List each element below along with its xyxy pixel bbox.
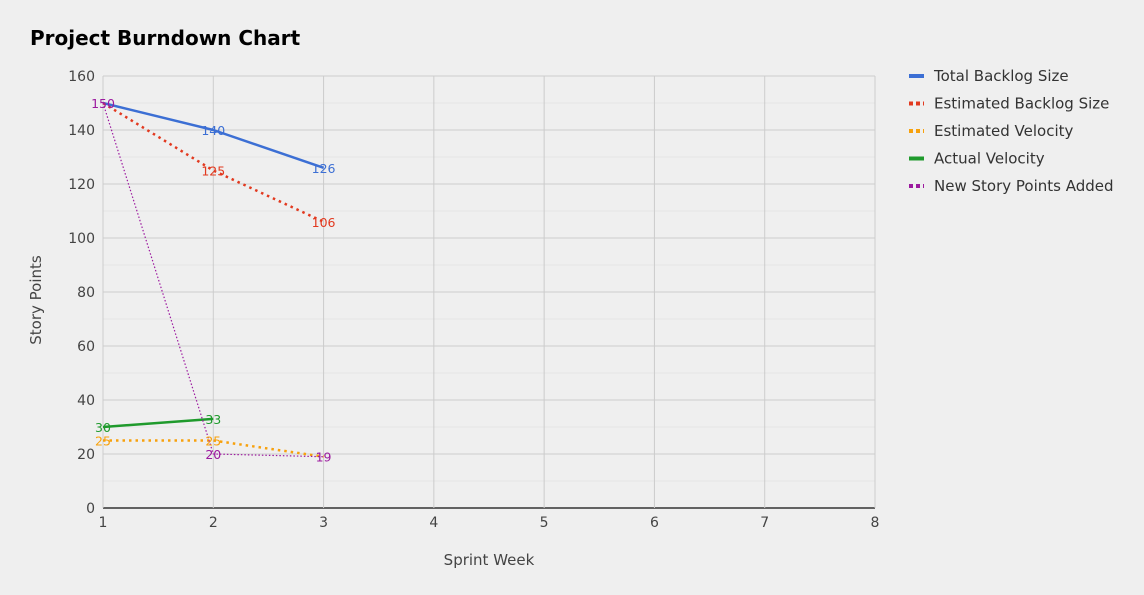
x-tick-label: 1 bbox=[99, 515, 108, 531]
legend-label: Estimated Velocity bbox=[934, 122, 1074, 140]
data-label: 33 bbox=[205, 412, 221, 427]
y-tick-label: 40 bbox=[77, 393, 95, 409]
x-axis-label: Sprint Week bbox=[444, 551, 535, 569]
y-tick-label: 140 bbox=[68, 123, 95, 139]
axes: 0 20 40 60 80 100 120 140 160 1 2 3 4 5 6 7 8 bbox=[68, 69, 879, 531]
series-line-4 bbox=[102, 417, 214, 429]
x-tick-label: 4 bbox=[429, 515, 438, 531]
x-tick-label: 3 bbox=[319, 515, 328, 531]
y-tick-label: 60 bbox=[77, 339, 95, 355]
data-label: 25 bbox=[205, 434, 221, 449]
legend-label: Total Backlog Size bbox=[933, 67, 1069, 85]
x-tick-label: 2 bbox=[209, 515, 218, 531]
data-label: 106 bbox=[312, 215, 336, 230]
legend: Total Backlog Size Estimated Backlog Size… bbox=[909, 67, 1114, 195]
x-tick-label: 5 bbox=[540, 515, 549, 531]
data-label: 30 bbox=[95, 420, 111, 435]
data-label: 140 bbox=[201, 123, 225, 138]
chart-title: Project Burndown Chart bbox=[30, 26, 301, 50]
y-tick-label: 100 bbox=[68, 231, 95, 247]
y-tick-label: 0 bbox=[86, 501, 95, 517]
x-tick-label: 7 bbox=[760, 515, 769, 531]
series-line-2 bbox=[102, 101, 325, 223]
y-tick-label: 120 bbox=[68, 177, 95, 193]
data-label: 19 bbox=[316, 450, 332, 465]
data-label: 25 bbox=[95, 434, 111, 449]
data-label: 150 bbox=[91, 96, 115, 111]
series-lines bbox=[102, 101, 325, 458]
data-label: 125 bbox=[201, 164, 225, 179]
legend-item-5: New Story Points Added bbox=[909, 177, 1114, 195]
legend-item-2: Estimated Backlog Size bbox=[909, 95, 1109, 113]
legend-item-3: Estimated Velocity bbox=[909, 122, 1074, 140]
legend-label: New Story Points Added bbox=[934, 177, 1114, 195]
x-tick-label: 6 bbox=[650, 515, 659, 531]
y-tick-label: 80 bbox=[77, 285, 95, 301]
y-tick-label: 20 bbox=[77, 447, 95, 463]
series-line-5 bbox=[102, 102, 324, 458]
legend-item-1: Total Backlog Size bbox=[909, 67, 1069, 85]
y-tick-label: 160 bbox=[68, 69, 95, 85]
legend-label: Estimated Backlog Size bbox=[934, 95, 1109, 113]
legend-label: Actual Velocity bbox=[934, 150, 1045, 168]
data-label: 20 bbox=[205, 447, 221, 462]
legend-item-4: Actual Velocity bbox=[909, 150, 1045, 168]
series-line-1 bbox=[102, 101, 325, 169]
x-tick-label: 8 bbox=[871, 515, 880, 531]
data-label: 126 bbox=[312, 161, 336, 176]
y-axis-label: Story Points bbox=[27, 255, 45, 345]
